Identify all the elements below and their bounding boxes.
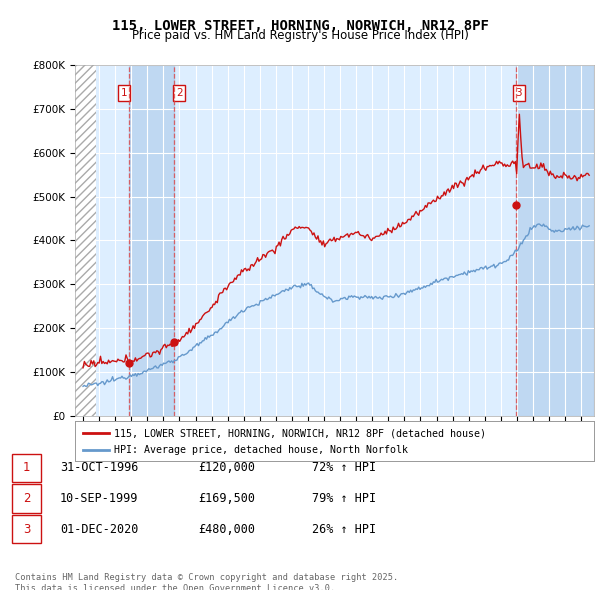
Bar <box>75 65 97 416</box>
Text: 1: 1 <box>23 461 30 474</box>
Text: 26% ↑ HPI: 26% ↑ HPI <box>312 523 376 536</box>
Text: 1: 1 <box>121 88 127 98</box>
Text: 31-OCT-1996: 31-OCT-1996 <box>60 461 139 474</box>
Text: 115, LOWER STREET, HORNING, NORWICH, NR12 8PF: 115, LOWER STREET, HORNING, NORWICH, NR1… <box>112 19 488 33</box>
Text: 2: 2 <box>23 492 30 505</box>
Text: 3: 3 <box>515 88 522 98</box>
Text: 72% ↑ HPI: 72% ↑ HPI <box>312 461 376 474</box>
Text: 10-SEP-1999: 10-SEP-1999 <box>60 492 139 505</box>
Text: 79% ↑ HPI: 79% ↑ HPI <box>312 492 376 505</box>
Text: £120,000: £120,000 <box>198 461 255 474</box>
Text: £480,000: £480,000 <box>198 523 255 536</box>
Text: 115, LOWER STREET, HORNING, NORWICH, NR12 8PF (detached house): 115, LOWER STREET, HORNING, NORWICH, NR1… <box>114 428 486 438</box>
Bar <box>515 65 594 416</box>
Bar <box>128 65 175 416</box>
Text: Price paid vs. HM Land Registry's House Price Index (HPI): Price paid vs. HM Land Registry's House … <box>131 30 469 42</box>
Text: HPI: Average price, detached house, North Norfolk: HPI: Average price, detached house, Nort… <box>114 445 408 455</box>
Text: 01-DEC-2020: 01-DEC-2020 <box>60 523 139 536</box>
Text: £169,500: £169,500 <box>198 492 255 505</box>
Text: 2: 2 <box>176 88 182 98</box>
Text: Contains HM Land Registry data © Crown copyright and database right 2025.
This d: Contains HM Land Registry data © Crown c… <box>15 573 398 590</box>
Text: 3: 3 <box>23 523 30 536</box>
